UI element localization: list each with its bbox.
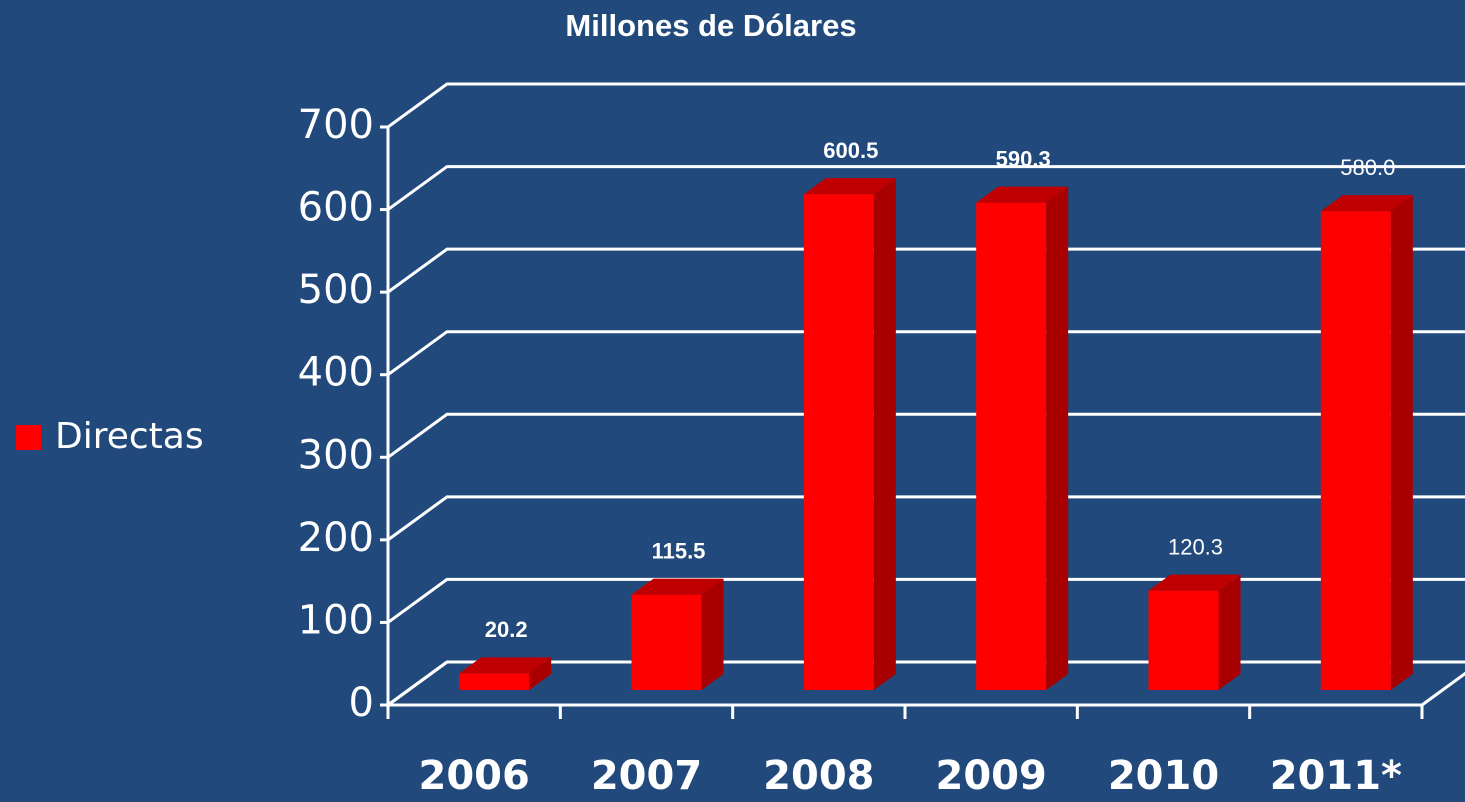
legend-label: Directas — [55, 416, 204, 457]
bar — [459, 657, 552, 690]
grid-line — [387, 165, 1465, 211]
grid-line — [387, 577, 1465, 624]
y-tick-label: 300 — [298, 432, 374, 478]
y-tick-label: 500 — [298, 267, 374, 313]
data-label: 600.5 — [823, 138, 878, 163]
legend-swatch — [16, 425, 41, 450]
y-tick-label: 400 — [298, 350, 374, 396]
bar-side — [1390, 195, 1413, 691]
bar-front — [459, 673, 530, 690]
x-tick-label: 2007 — [591, 753, 702, 799]
bar — [1320, 195, 1413, 691]
bar-front — [803, 194, 874, 690]
x-tick-label: 2006 — [419, 753, 530, 799]
y-tick-label: 600 — [298, 185, 374, 231]
bar-top — [803, 178, 896, 195]
grid-line — [387, 247, 1465, 294]
y-tick-label: 100 — [298, 597, 374, 643]
bar — [1148, 574, 1241, 690]
bar-side — [1046, 186, 1069, 690]
bar-top — [976, 186, 1069, 203]
bar-top — [631, 578, 724, 595]
bar-side — [1218, 574, 1241, 690]
bar — [631, 578, 724, 690]
grid-line — [387, 660, 1465, 707]
bar-front — [976, 202, 1047, 690]
bar-top — [1320, 195, 1413, 212]
data-label: 115.5 — [652, 538, 706, 563]
grid-line — [387, 412, 1465, 459]
grid-line — [387, 495, 1465, 542]
bar — [976, 186, 1069, 690]
bar — [803, 178, 896, 690]
data-label: 120.3 — [1168, 534, 1223, 559]
bar-side — [529, 657, 552, 690]
bar-side — [701, 578, 724, 690]
bar-top — [459, 657, 552, 674]
chart-title: Millones de Dólares — [565, 8, 856, 43]
y-tick-label: 700 — [298, 102, 374, 148]
bar-top — [1148, 574, 1241, 591]
x-tick-label: 2011* — [1270, 753, 1402, 799]
data-label: 580.0 — [1340, 155, 1395, 180]
y-tick-label: 200 — [298, 515, 374, 561]
bar-front — [1320, 211, 1391, 691]
floor-edge — [1421, 671, 1465, 707]
x-tick-label: 2010 — [1108, 753, 1219, 799]
data-label: 20.2 — [485, 617, 528, 642]
x-tick-label: 2008 — [763, 753, 874, 799]
grid-line — [387, 330, 1465, 376]
y-tick-label: 0 — [349, 680, 374, 726]
grid-line — [387, 82, 1465, 129]
bar-front — [1148, 590, 1219, 690]
bar-side — [873, 178, 896, 690]
data-label: 590.3 — [996, 146, 1051, 171]
x-tick-label: 2009 — [936, 753, 1047, 799]
bar-front — [631, 594, 702, 690]
